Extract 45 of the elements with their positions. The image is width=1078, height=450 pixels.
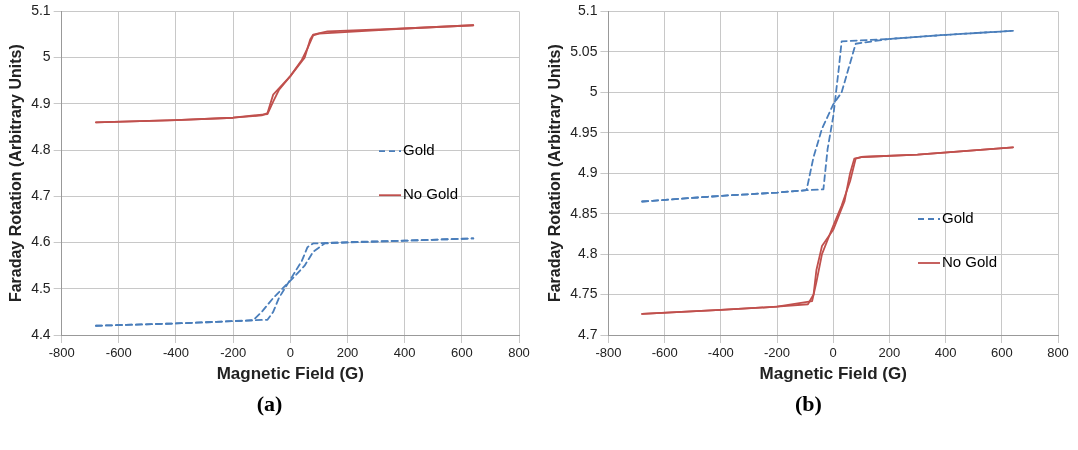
x-tick-label: -800 (48, 345, 75, 361)
y-tick-label: 4.4 (31, 325, 51, 342)
x-tick-label: 600 (990, 345, 1013, 361)
y-tick-label: 4.8 (31, 140, 51, 157)
x-tick-label: -200 (220, 345, 247, 361)
x-tick-label: 800 (508, 345, 530, 361)
y-tick-label: 4.7 (577, 325, 598, 342)
y-tick-label: 4.75 (570, 285, 598, 302)
y-tick-label: 4.8 (577, 244, 598, 261)
x-axis-title: Magnetic Field (G) (759, 364, 907, 384)
y-tick-label: 4.85 (570, 204, 598, 221)
x-tick-label: 0 (829, 345, 837, 361)
y-tick-label: 5 (589, 83, 598, 100)
x-tick-label: 600 (450, 345, 473, 361)
y-axis-title: Faraday Rotation (Arbitrary Units) (546, 44, 564, 303)
y-tick-label: 4.6 (31, 233, 51, 250)
x-tick-label: 0 (286, 345, 294, 361)
legend-label: No Gold (942, 253, 998, 271)
x-tick-label: -400 (707, 345, 734, 361)
y-tick-label: 5.05 (570, 42, 598, 59)
x-tick-label: 800 (1047, 345, 1069, 361)
text: (a) (255, 391, 284, 417)
x-tick-label: 400 (393, 345, 416, 361)
y-tick-label: 4.5 (31, 279, 51, 296)
y-axis-title: Faraday Rotation (Arbitrary Units) (7, 44, 25, 303)
legend-label: Gold (942, 209, 974, 227)
text: (b) (794, 391, 823, 417)
y-tick-label: 4.9 (31, 94, 51, 111)
x-tick-label: 200 (336, 345, 359, 361)
legend-label: No Gold (403, 185, 459, 203)
x-axis-title: Magnetic Field (G) (216, 364, 364, 384)
y-tick-label: 4.95 (570, 123, 598, 140)
y-tick-label: 4.7 (31, 187, 51, 204)
y-tick-label: 5.1 (31, 2, 51, 19)
y-tick-label: 5.1 (577, 2, 598, 19)
x-tick-label: 200 (878, 345, 901, 361)
x-tick-label: -600 (105, 345, 132, 361)
x-tick-label: -600 (651, 345, 678, 361)
x-tick-label: -400 (162, 345, 190, 361)
y-tick-label: 5 (42, 48, 51, 65)
legend-label: Gold (403, 141, 435, 159)
x-tick-label: 400 (934, 345, 957, 361)
x-tick-label: -800 (595, 345, 622, 361)
x-tick-label: -200 (764, 345, 791, 361)
y-tick-label: 4.9 (577, 164, 598, 181)
